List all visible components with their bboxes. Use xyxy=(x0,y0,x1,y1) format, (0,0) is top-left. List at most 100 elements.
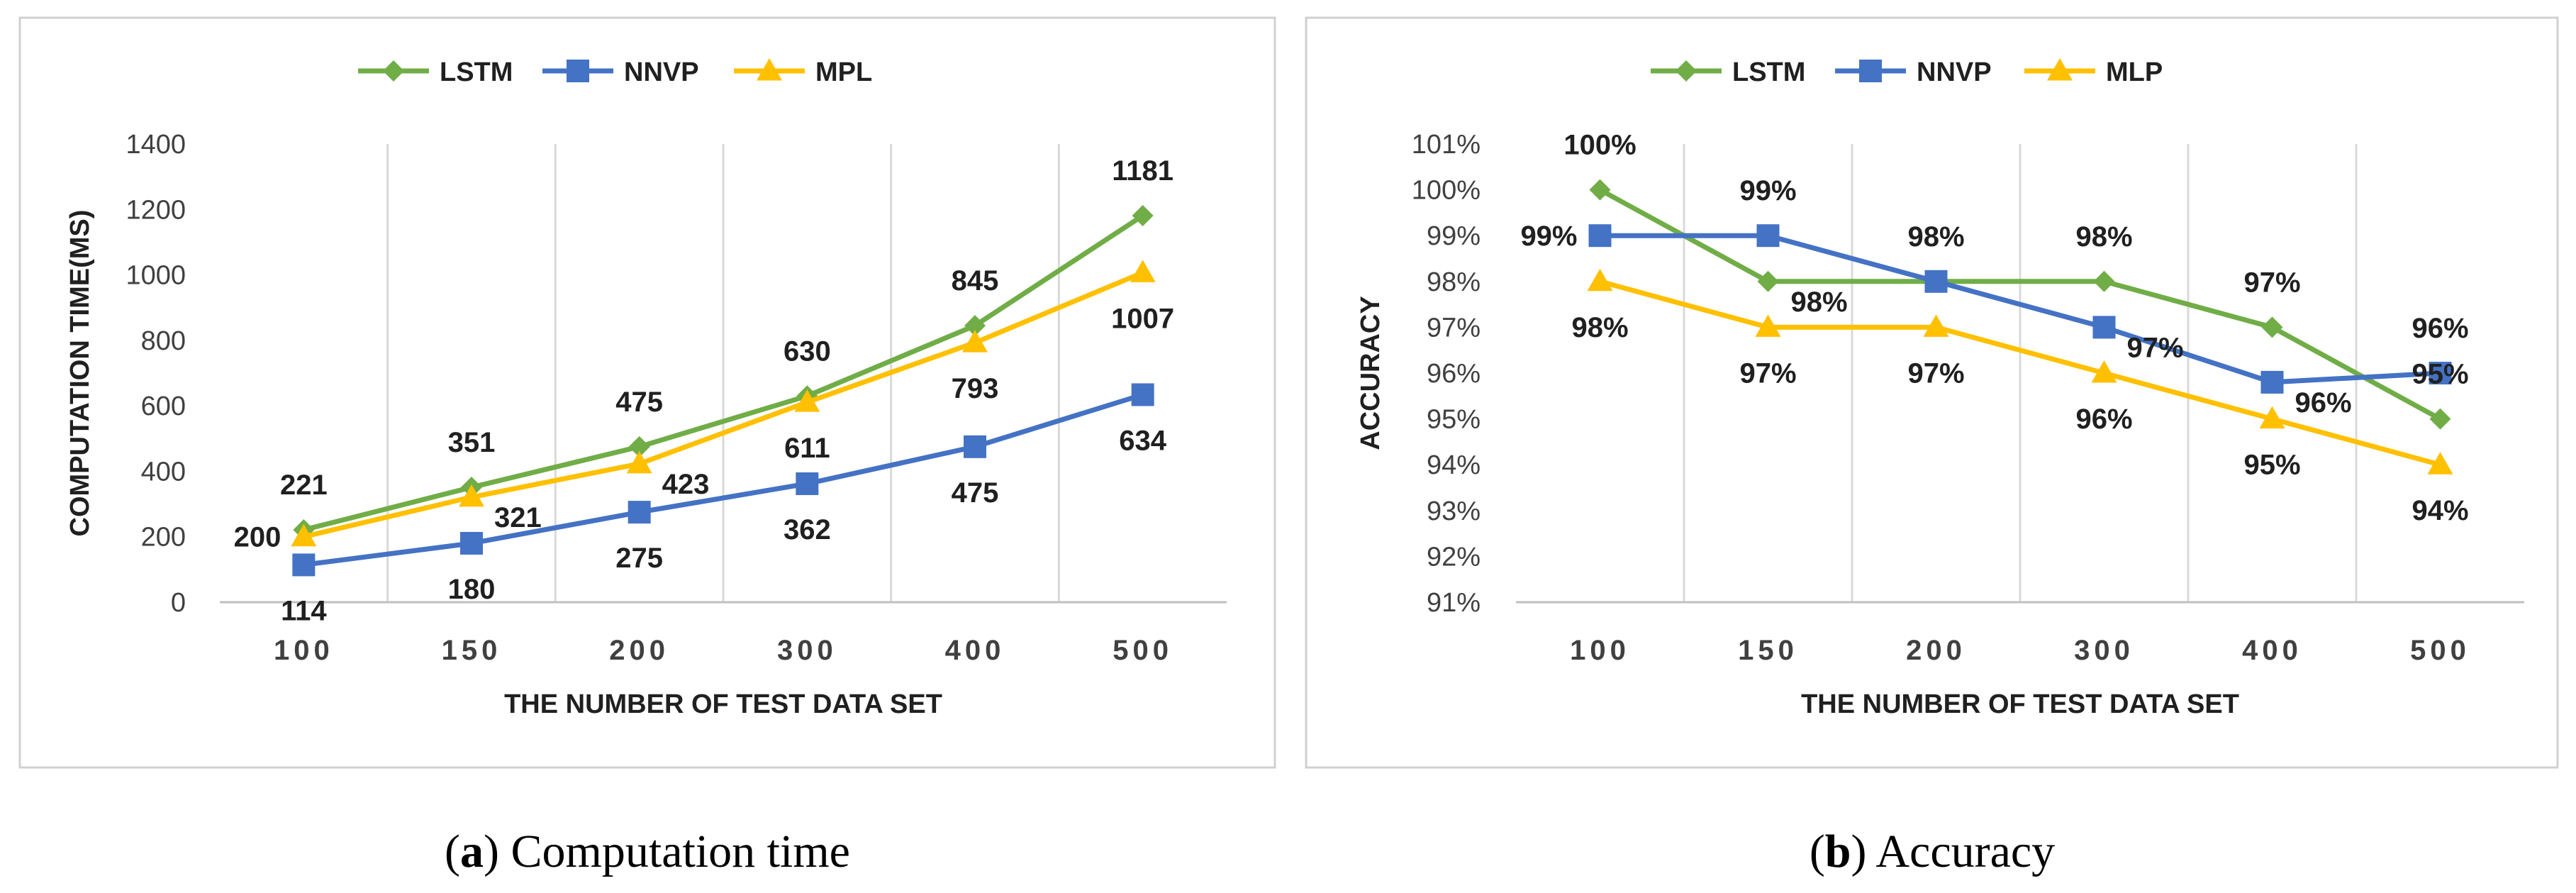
data-point xyxy=(2429,408,2451,430)
data-label: 180 xyxy=(448,574,496,605)
data-label: 634 xyxy=(1119,425,1166,456)
legend-label: MPL xyxy=(815,57,872,87)
x-axis-title: THE NUMBER OF TEST DATA SET xyxy=(504,689,942,719)
data-label: 99% xyxy=(1520,221,1577,252)
chart-panel-b: 91% 92% 93% 94% 95% 96% 97% 98% 99% 100% 101% 100 15… xyxy=(1305,16,2559,877)
legend-label: NNVP xyxy=(624,57,699,87)
series-mpl xyxy=(291,260,1156,547)
caption-close-paren: ) xyxy=(1851,826,1876,877)
legend-label: LSTM xyxy=(440,57,513,87)
y-tick-label: 800 xyxy=(141,326,186,356)
legend-item-nnvp: NNVP xyxy=(1835,57,1992,87)
y-axis-title: COMPUTATION TIME(MS) xyxy=(65,210,95,537)
data-point xyxy=(964,435,986,458)
data-label: 99% xyxy=(1739,175,1796,206)
figure-caption: (a) Computation time xyxy=(445,826,850,877)
data-label: 475 xyxy=(615,387,663,418)
y-tick-label: 94% xyxy=(1427,450,1481,480)
x-tick-label: 300 xyxy=(777,635,837,666)
series-line xyxy=(303,213,1144,533)
data-label: 98% xyxy=(1791,287,1848,318)
legend-marker xyxy=(757,58,782,81)
caption-letter: a xyxy=(460,826,484,877)
data-label: 94% xyxy=(2411,495,2468,526)
x-tick-label: 500 xyxy=(2410,635,2470,666)
caption-letter: b xyxy=(1825,826,1851,877)
data-point xyxy=(292,553,316,577)
caption-text: Computation time xyxy=(511,826,850,877)
x-tick-label: 200 xyxy=(609,635,669,666)
x-tick-label: 150 xyxy=(1738,635,1798,666)
legend-item-lstm: LSTM xyxy=(1651,57,1805,87)
data-point xyxy=(1588,224,1612,248)
data-point xyxy=(962,330,988,353)
data-point xyxy=(460,531,483,555)
chart-panel-a: 0 200 400 600 800 1000 1200 1400 100 150 200 300 400… xyxy=(18,16,1276,877)
legend-marker xyxy=(567,60,589,82)
data-label: 95% xyxy=(2411,359,2468,390)
legend-marker xyxy=(2047,58,2073,81)
series-line xyxy=(303,392,1144,567)
data-point xyxy=(1131,383,1154,406)
y-tick-label: 101% xyxy=(1412,130,1481,160)
data-label: 97% xyxy=(1739,357,1796,389)
data-label: 98% xyxy=(2075,221,2132,253)
series-line xyxy=(1599,279,2441,467)
legend-item-nnvp: NNVP xyxy=(542,57,699,87)
caption-text: Accuracy xyxy=(1875,826,2055,877)
series-line xyxy=(1600,233,2441,385)
data-label: 98% xyxy=(1571,312,1628,343)
data-label: 1181 xyxy=(1112,155,1173,187)
y-tick-label: 97% xyxy=(1427,313,1481,343)
data-point xyxy=(2093,270,2115,292)
data-point xyxy=(1589,179,1611,201)
series-line xyxy=(303,270,1144,540)
data-label: 97% xyxy=(2127,332,2184,363)
data-label: 114 xyxy=(281,595,327,626)
data-point xyxy=(626,450,652,474)
y-tick-label: 1000 xyxy=(126,261,186,291)
series-nnvp xyxy=(292,383,1154,577)
data-label: 96% xyxy=(2411,313,2468,344)
y-tick-label: 96% xyxy=(1427,359,1481,389)
data-point xyxy=(796,472,819,495)
data-label: 96% xyxy=(2295,387,2352,418)
y-tick-label: 1400 xyxy=(126,130,186,160)
data-label: 100% xyxy=(1563,130,1636,161)
data-label: 321 xyxy=(494,502,542,533)
legend-label: LSTM xyxy=(1732,57,1805,87)
y-axis-title: ACCURACY xyxy=(1356,296,1385,450)
data-point xyxy=(2259,406,2285,429)
data-label: 630 xyxy=(784,335,831,367)
data-point xyxy=(2261,316,2283,338)
data-label: 351 xyxy=(448,427,496,458)
figure-caption: (b) Accuracy xyxy=(1810,826,2055,877)
legend-marker xyxy=(1859,60,1882,82)
y-tick-label: 99% xyxy=(1427,221,1481,251)
data-label: 845 xyxy=(952,265,999,296)
y-tick-label: 400 xyxy=(141,457,186,487)
data-label: 275 xyxy=(615,543,663,574)
data-label: 98% xyxy=(1907,221,1964,253)
data-point xyxy=(1132,205,1154,227)
data-label: 96% xyxy=(2075,404,2132,435)
data-label: 97% xyxy=(2243,267,2300,298)
data-point xyxy=(2260,370,2284,394)
data-point xyxy=(2092,316,2116,339)
data-label: 423 xyxy=(662,469,710,500)
data-label: 95% xyxy=(2243,450,2300,481)
caption-open-paren: ( xyxy=(445,826,460,877)
data-point xyxy=(794,389,820,412)
legend-marker xyxy=(1675,60,1697,82)
x-tick-label: 150 xyxy=(442,635,502,666)
data-label: 475 xyxy=(952,477,999,509)
data-point xyxy=(1923,314,1949,337)
series-line xyxy=(1598,187,2442,421)
x-tick-label: 100 xyxy=(274,635,334,666)
y-tick-label: 0 xyxy=(171,588,186,618)
x-tick-label: 400 xyxy=(945,635,1005,666)
data-label: 221 xyxy=(280,470,328,501)
data-point xyxy=(459,484,484,507)
data-point xyxy=(291,523,317,547)
